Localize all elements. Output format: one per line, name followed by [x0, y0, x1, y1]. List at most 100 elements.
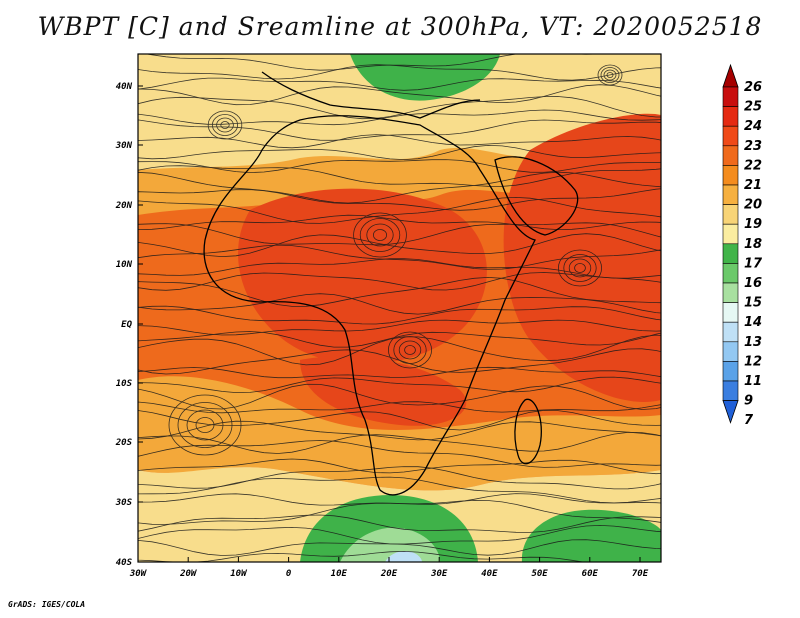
circulation-eddy — [366, 223, 394, 247]
lon-label: 0 — [286, 569, 292, 579]
circulation-eddy — [177, 402, 233, 448]
lon-label: 10W — [230, 569, 248, 579]
streamline — [138, 293, 661, 315]
axis-ticks — [137, 85, 641, 563]
colorbar-swatch — [722, 302, 739, 323]
streamline — [138, 276, 661, 307]
colorbar-label: 9 — [744, 394, 753, 409]
lon-label: 30E — [430, 569, 448, 579]
circulation-eddy — [600, 67, 620, 83]
colorbar-label: 16 — [744, 276, 762, 291]
colorbar-label: 20 — [744, 198, 762, 213]
colorbar-label: 11 — [744, 374, 762, 389]
field-green-southeast — [521, 509, 661, 562]
circulation-eddy — [398, 340, 422, 360]
grads-credit: GrADS: IGES/COLA — [8, 600, 86, 609]
circulation-eddy — [597, 64, 623, 86]
lat-label: 10N — [116, 260, 133, 270]
circulation-eddy — [353, 212, 407, 258]
colorbar-swatch — [722, 125, 739, 147]
lon-label: 70E — [632, 569, 649, 579]
circulation-eddy — [393, 336, 427, 364]
colorbar-label: 24 — [744, 119, 762, 134]
circulation-eddy — [568, 258, 592, 278]
streamline — [138, 119, 661, 141]
streamline — [138, 334, 661, 366]
circulation-eddy — [195, 417, 215, 433]
colorbar-label: 7 — [744, 413, 754, 428]
streamline — [138, 171, 661, 204]
lon-label: 60E — [582, 569, 599, 579]
circulation-eddy — [404, 345, 416, 355]
colorbar-swatch — [722, 282, 739, 303]
streamline — [138, 466, 661, 490]
streamline — [138, 96, 661, 120]
colorbar-swatch — [722, 106, 739, 127]
colorbar-label: 12 — [744, 354, 762, 369]
circulation-eddy — [603, 69, 617, 81]
circulation-eddy — [186, 409, 224, 441]
field-red-core-south — [300, 356, 467, 426]
streamline — [138, 196, 661, 224]
lat-label: 40S — [116, 558, 133, 568]
field-cold-core-south — [385, 551, 422, 562]
streamline — [138, 159, 661, 174]
colorbar-top-arrow — [722, 63, 739, 88]
streamline — [138, 305, 661, 325]
lat-label: 20N — [115, 201, 133, 211]
lat-label: 30S — [115, 498, 133, 508]
circulation-eddy — [220, 121, 230, 129]
arabia-coastline — [494, 156, 579, 236]
colorbar-swatch — [722, 361, 739, 382]
streamline — [144, 54, 607, 71]
streamline — [138, 514, 661, 533]
chart-title: WBPT [C] and Sreamline at 300hPa, VT: 20… — [37, 12, 763, 41]
lon-label: 20E — [380, 569, 398, 579]
colorbar-swatch — [722, 263, 739, 284]
colorbar-swatch — [722, 184, 739, 205]
colorbar-label: 19 — [744, 217, 762, 232]
streamline — [138, 244, 661, 270]
colorbar-label: 21 — [744, 178, 762, 193]
streamline — [138, 476, 661, 504]
streamline — [138, 258, 661, 279]
circulation-eddy — [606, 72, 614, 78]
streamline — [138, 366, 661, 379]
lat-label: 40N — [116, 82, 133, 92]
colorbar-label: 18 — [744, 237, 762, 252]
streamline — [138, 214, 661, 231]
streamline — [138, 165, 661, 187]
circulation-eddy — [558, 249, 603, 287]
streamline — [138, 144, 661, 161]
colorbar-swatch — [722, 86, 739, 107]
circulation-eddy — [211, 114, 238, 136]
colorbar-swatch — [722, 321, 739, 343]
colorbar-label: 23 — [744, 139, 762, 154]
lon-label: 10E — [331, 569, 348, 579]
colorbar-swatch — [722, 204, 739, 225]
colorbar-label: 22 — [744, 158, 762, 173]
circulation-eddy — [168, 394, 242, 456]
lat-label: EQ — [121, 320, 132, 330]
colorbar-swatch — [722, 341, 739, 362]
lon-label: 30W — [129, 569, 148, 579]
streamline — [138, 499, 661, 525]
colorbar-label: 25 — [744, 100, 762, 115]
colorbar-label: 13 — [744, 335, 762, 350]
streamline — [138, 233, 661, 258]
streamline — [138, 383, 661, 410]
colorbar-swatch — [722, 380, 739, 401]
circulation-eddy — [359, 218, 401, 252]
streamline — [138, 440, 661, 468]
streamline — [138, 109, 661, 126]
streamline — [138, 77, 661, 91]
streamline — [138, 64, 661, 81]
colorbar: 26 25 24 23 22 21 20 19 18 17 16 15 14 13 12 11 9 7 — [722, 63, 763, 428]
colorbar-swatch — [722, 145, 739, 166]
colorbar-label: 15 — [744, 296, 762, 311]
streamline — [138, 539, 661, 556]
latitude-labels: 40N 30N 20N 10N EQ 10S 20S 30S 40S — [115, 82, 133, 568]
circulation-eddy — [207, 110, 243, 140]
colorbar-label: 17 — [744, 256, 763, 271]
